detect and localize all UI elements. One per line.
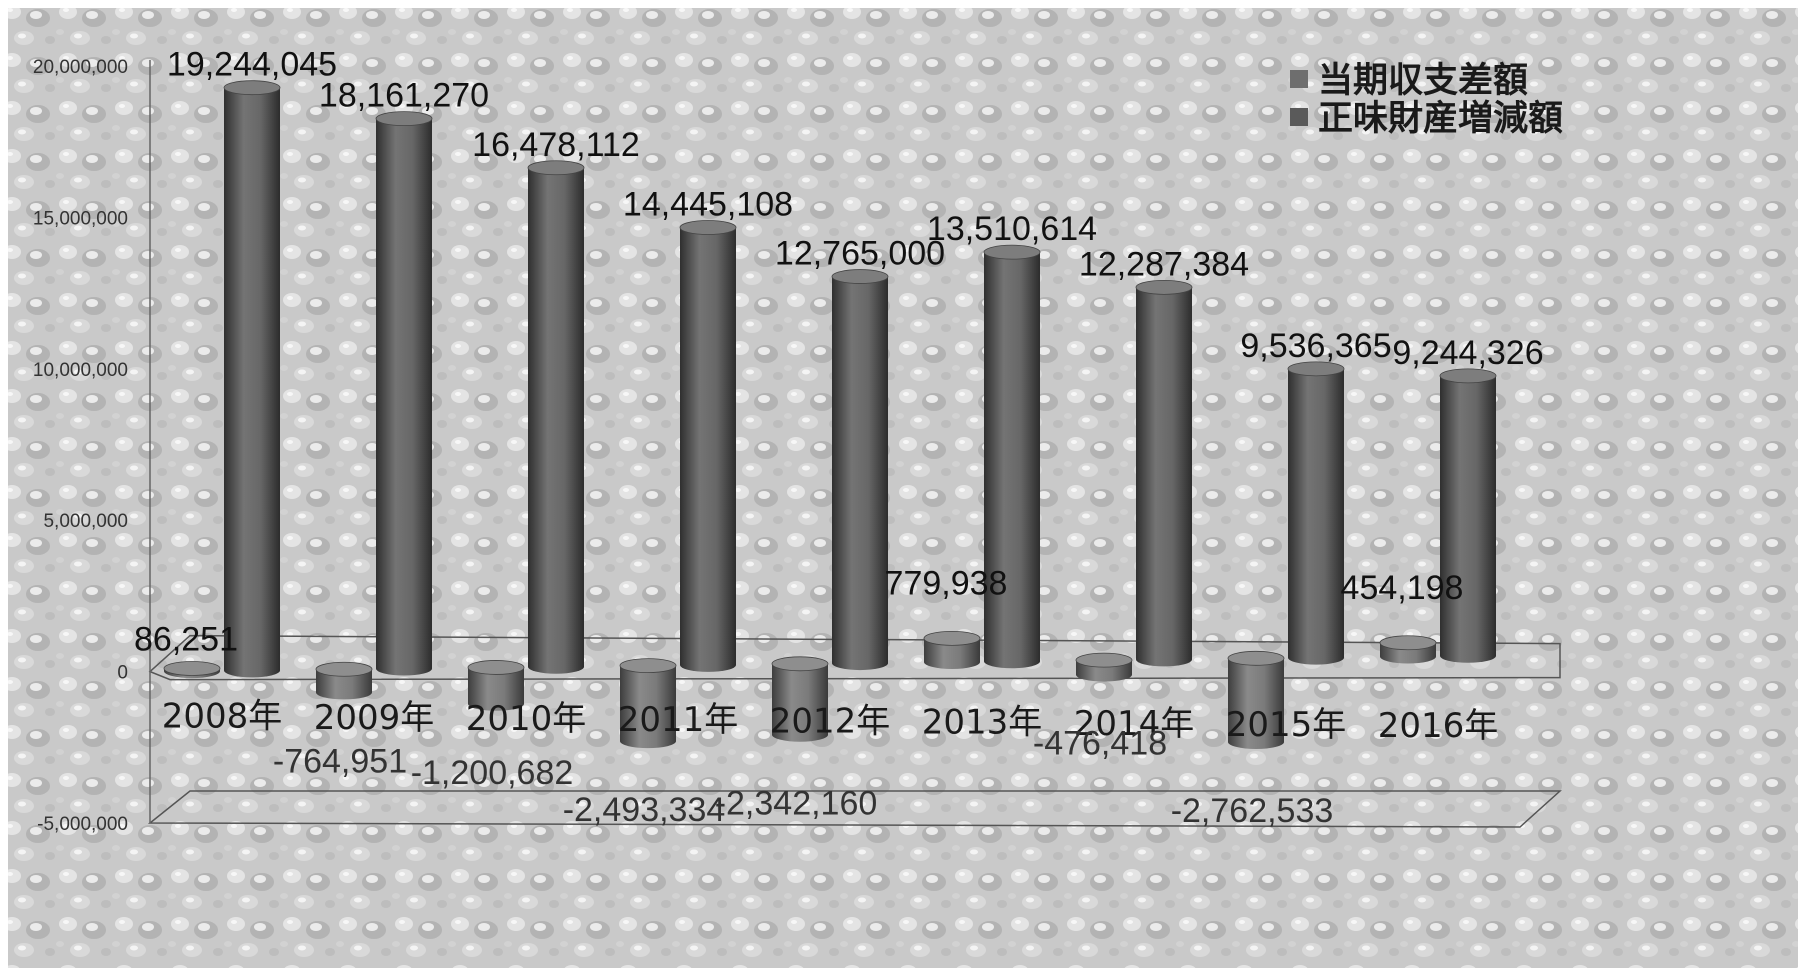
bar-series-2-body: [984, 252, 1040, 669]
data-label-series-1: -476,418: [1033, 725, 1167, 763]
legend-swatch: [1290, 108, 1308, 126]
bar-series-1-cap: [1075, 652, 1133, 668]
bar-series-2: [1135, 279, 1193, 667]
x-tick-label: 2016年: [1378, 706, 1499, 746]
bar-series-2-cap: [223, 80, 281, 96]
bar-series-2: [375, 111, 433, 676]
data-label-series-2: 13,510,614: [927, 210, 1097, 248]
bar-series-1-body: [620, 665, 677, 749]
bar-series-1: [315, 661, 373, 700]
floor-plane: [147, 790, 1562, 828]
data-label-series-2: 9,536,365: [1240, 327, 1391, 365]
y-tick-label: 0: [117, 663, 128, 684]
bar-series-2: [527, 160, 585, 674]
data-label-series-1: -2,342,160: [715, 785, 878, 823]
bar-series-1-cap: [467, 660, 525, 675]
bar-series-1-cap: [771, 656, 829, 672]
bar-series-2-cap: [679, 220, 737, 235]
data-label-series-1: 86,251: [134, 620, 238, 658]
bar-series-2-cap: [527, 160, 585, 176]
data-label-series-1: -2,762,533: [1171, 792, 1334, 830]
legend-label: 正味財産増減額: [1318, 99, 1563, 139]
chart-floor: [147, 634, 1562, 828]
bar-series-2-cap: [1439, 368, 1497, 384]
x-tick-label: 2015年: [1226, 705, 1347, 745]
y-axis: 20,000,000 15,000,000 10,000,000 5,000,000 0…: [33, 57, 151, 835]
data-label-series-1: -1,200,682: [411, 754, 574, 792]
x-tick-label: 2014年: [1074, 704, 1195, 744]
bar-series-2-body: [832, 276, 888, 671]
bar-series-2: [679, 220, 737, 672]
bar-series-1-cap: [1227, 650, 1285, 666]
data-label-series-2: 18,161,270: [319, 77, 489, 115]
y-tick-label: 15,000,000: [33, 208, 128, 229]
data-label-series-2: 9,244,326: [1392, 334, 1543, 372]
bar-series-1: [771, 656, 829, 742]
bar-series-2-body: [1288, 368, 1344, 665]
x-axis: 2008年 2009年 2010年 2011年 2012年 2013年 2014年 2015年…: [162, 697, 1499, 747]
bar-series-2-cap: [983, 244, 1041, 260]
x-tick-label: 2010年: [466, 699, 587, 739]
bar-series-2-body: [224, 87, 280, 678]
x-tick-label: 2012年: [770, 701, 891, 741]
bar-series-1: [1227, 650, 1285, 749]
bar-series-1-cap: [619, 658, 677, 674]
bar-series-2-body: [1440, 375, 1496, 663]
data-label-series-2: 16,478,112: [472, 126, 640, 164]
zero-plane: [148, 634, 1561, 681]
bar-series-1: [1379, 635, 1437, 664]
bar-series-2-body: [680, 227, 736, 672]
x-tick-label: 2009年: [314, 698, 435, 738]
bar-series-1-cap: [315, 661, 373, 677]
legend-label: 当期収支差額: [1318, 61, 1528, 101]
bar-series-1: [163, 661, 221, 679]
legend-swatch: [1290, 70, 1308, 88]
bar-series-1-cap: [163, 661, 221, 676]
bar-series-2-body: [1136, 287, 1192, 667]
bar-series-2-cap: [1287, 361, 1345, 377]
plot-area: [163, 80, 1497, 749]
data-label-series-2: 12,765,000: [775, 235, 945, 273]
data-label-series-1: -2,493,334: [563, 791, 726, 829]
y-tick-label: 10,000,000: [33, 360, 128, 381]
bar-series-2-body: [376, 118, 432, 676]
data-labels: 19,244,045 86,251 18,161,270 -764,951 16,478…: [134, 46, 1544, 830]
y-tick-label: 5,000,000: [43, 511, 128, 532]
y-tick-label: 20,000,000: [33, 57, 128, 78]
bar-series-1: [923, 630, 981, 669]
bar-series-1: [1075, 652, 1133, 682]
bar-series-1-body: [1228, 658, 1284, 749]
bar-series-1-body: [316, 669, 373, 700]
chart-background: [8, 8, 1798, 968]
data-label-series-2: 12,287,384: [1079, 245, 1249, 283]
bar-series-2: [983, 244, 1041, 669]
data-label-series-1: -764,951: [273, 742, 407, 780]
data-label-series-2: 14,445,108: [623, 186, 793, 224]
bar-series-2-cap: [1135, 279, 1193, 295]
bar-series-1-body: [772, 663, 828, 742]
bar-series-1-cap: [923, 630, 981, 646]
bar-series-2: [223, 80, 281, 678]
bar-series-1: [467, 660, 525, 711]
y-tick-label: -5,000,000: [37, 814, 128, 835]
bar-series-1: [619, 658, 677, 749]
bar-series-1-cap: [1379, 635, 1437, 651]
data-label-series-2: 19,244,045: [167, 46, 337, 84]
bar-series-1-body: [924, 638, 980, 669]
bar-series-1-body: [468, 667, 524, 711]
data-label-series-1: 454,198: [1341, 569, 1464, 607]
bar-series-2: [1287, 361, 1345, 665]
data-label-series-1: 779,938: [885, 564, 1008, 602]
x-tick-label: 2008年: [162, 697, 283, 737]
x-tick-label: 2011年: [618, 700, 739, 740]
bar-series-2-cap: [375, 111, 433, 127]
x-tick-label: 2013年: [922, 703, 1043, 743]
bar-series-2: [831, 269, 889, 671]
bar-series-2: [1439, 368, 1497, 663]
bar-series-2-body: [528, 167, 584, 674]
bar-series-2-cap: [831, 269, 889, 284]
